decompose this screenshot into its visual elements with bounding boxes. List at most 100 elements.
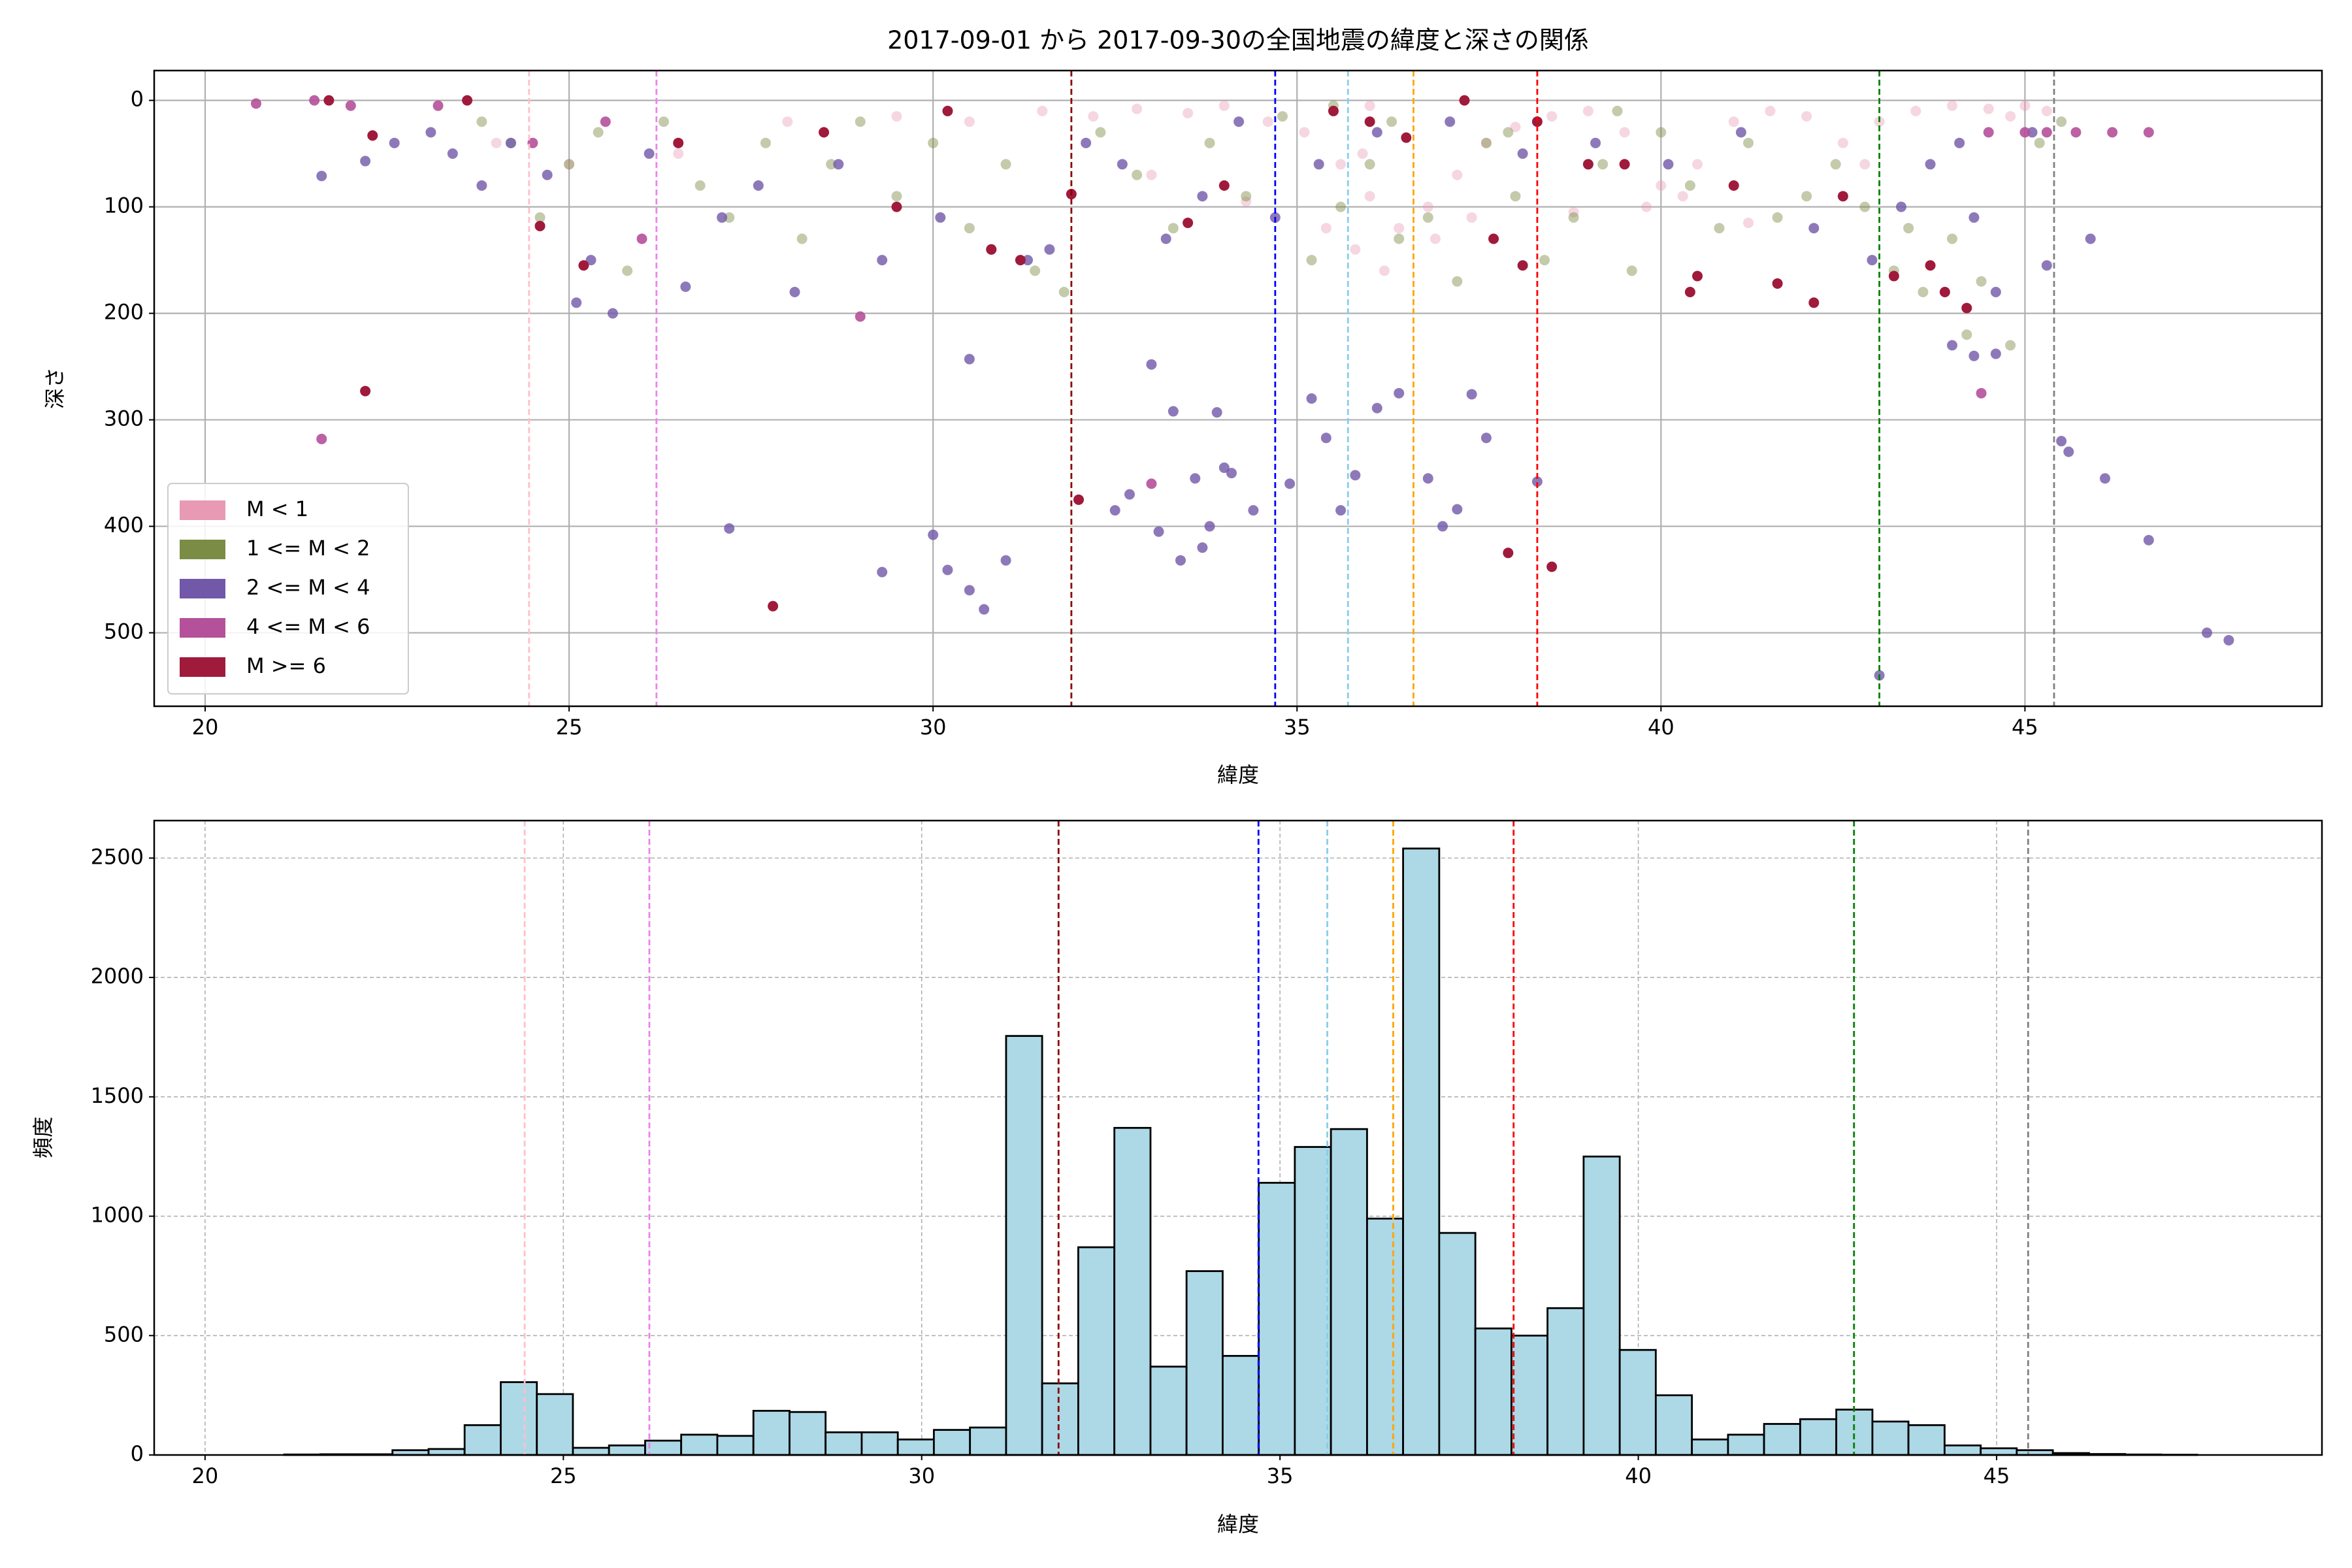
point [1976, 387, 1987, 399]
point [323, 95, 335, 106]
point [1146, 169, 1157, 180]
point [1394, 233, 1405, 244]
point [2005, 111, 2016, 122]
point [1990, 287, 2001, 298]
point [1320, 433, 1331, 444]
point [600, 116, 611, 127]
bar [716, 1435, 755, 1456]
legend: M < 1 1 <= M < 2 2 <= M < 4 4 <= M < 6 M >= … [167, 483, 409, 694]
bar [932, 1429, 972, 1456]
point [2201, 627, 2212, 638]
point [694, 180, 706, 191]
point [673, 137, 684, 148]
bar [608, 1444, 646, 1456]
y-tick-label: 0 [131, 87, 144, 112]
bar [572, 1446, 610, 1456]
point [2019, 100, 2031, 111]
point [1728, 180, 1739, 191]
point [928, 137, 939, 148]
point [1896, 201, 1907, 212]
y-tick-label: 200 [104, 300, 144, 325]
series [250, 95, 2154, 489]
point [1452, 504, 1463, 515]
point [964, 585, 975, 596]
point [462, 95, 473, 106]
point [964, 353, 975, 365]
point [1765, 105, 1776, 116]
point [789, 287, 800, 298]
point [1218, 462, 1230, 473]
point [1510, 191, 1521, 202]
point [1961, 329, 1972, 340]
bar [680, 1433, 719, 1456]
point [986, 244, 997, 255]
point [1313, 159, 1324, 170]
point [1320, 223, 1331, 234]
point [1546, 561, 1558, 572]
x-tick-label: 20 [192, 715, 219, 740]
point [1968, 212, 1980, 223]
point [1837, 137, 1848, 148]
y-tick-label: 300 [104, 406, 144, 431]
point [1350, 470, 1361, 481]
x-axis-label: 緯度 [1217, 762, 1259, 787]
bar [1366, 1217, 1405, 1456]
point [753, 180, 764, 191]
x-tick-label: 30 [920, 715, 947, 740]
point [1947, 340, 1958, 351]
point [1597, 159, 1609, 170]
point [1925, 260, 1936, 271]
point [2056, 436, 2067, 447]
point [796, 233, 808, 244]
point [2107, 127, 2118, 138]
point [571, 297, 582, 308]
point [1531, 476, 1543, 487]
point [1124, 489, 1135, 500]
point [1037, 105, 1048, 116]
point [673, 148, 684, 159]
point [1357, 148, 1368, 159]
point [367, 130, 378, 141]
point [1335, 201, 1347, 212]
legend-swatch [180, 618, 225, 638]
series [323, 95, 1972, 612]
point [717, 212, 728, 223]
point [855, 116, 866, 127]
x-axis-label: 緯度 [1217, 1512, 1259, 1537]
point [1983, 127, 1994, 138]
point [1364, 159, 1375, 170]
point [1568, 206, 1579, 218]
point [644, 148, 655, 159]
point [1517, 260, 1528, 271]
point [2041, 105, 2052, 116]
point [1117, 159, 1128, 170]
point [1510, 122, 1521, 133]
point [1728, 116, 1739, 127]
bar [969, 1426, 1007, 1456]
point [1183, 108, 1194, 119]
point [476, 180, 487, 191]
point [542, 169, 553, 180]
point [928, 529, 939, 540]
point [1379, 265, 1390, 276]
point [1073, 494, 1084, 505]
bar [1041, 1382, 1079, 1456]
point [1132, 103, 1143, 114]
point [1947, 233, 1958, 244]
point [1109, 505, 1120, 516]
plot-border [153, 819, 2323, 1456]
grid [154, 71, 2322, 706]
point [1503, 547, 1514, 559]
bar [896, 1438, 935, 1456]
point [2070, 127, 2082, 138]
point [1968, 350, 1980, 361]
point [491, 137, 502, 148]
point [1437, 521, 1448, 532]
y-tick-label: 500 [104, 619, 144, 644]
point [389, 137, 400, 148]
point [1262, 116, 1273, 127]
point [1088, 111, 1099, 122]
point [1364, 100, 1375, 111]
point [433, 100, 444, 111]
bar [1511, 1334, 1549, 1456]
